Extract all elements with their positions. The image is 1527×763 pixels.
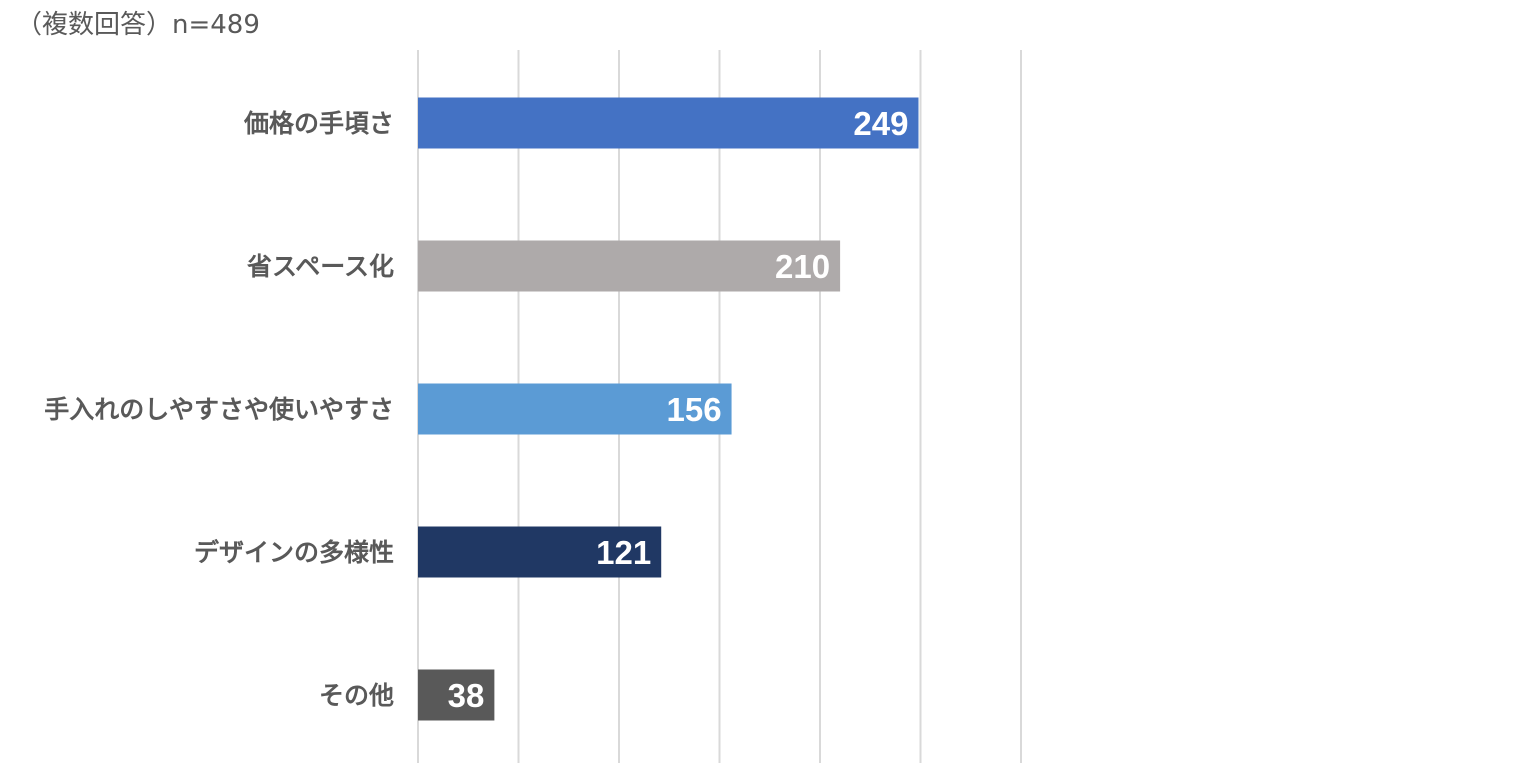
category-label: 価格の手頃さ [243, 109, 394, 138]
chart-subtitle: （複数回答）n=489 [16, 10, 260, 40]
bar [418, 97, 919, 149]
bar [418, 240, 841, 292]
category-label: 省スペース化 [246, 252, 394, 281]
category-label: デザインの多様性 [194, 538, 394, 567]
category-label: その他 [319, 681, 394, 710]
bars: 249 210 156 121 38 [418, 97, 919, 721]
bar [418, 669, 495, 721]
bar-value-label: 249 [853, 105, 908, 142]
bar-value-label: 210 [775, 248, 830, 285]
bar [418, 526, 662, 578]
category-label: 手入れのしやすさや使いやすさ [44, 395, 394, 424]
bar [418, 383, 732, 435]
bar-value-label: 121 [596, 534, 651, 571]
bar-value-label: 156 [666, 391, 721, 428]
bar-value-label: 38 [448, 677, 485, 714]
